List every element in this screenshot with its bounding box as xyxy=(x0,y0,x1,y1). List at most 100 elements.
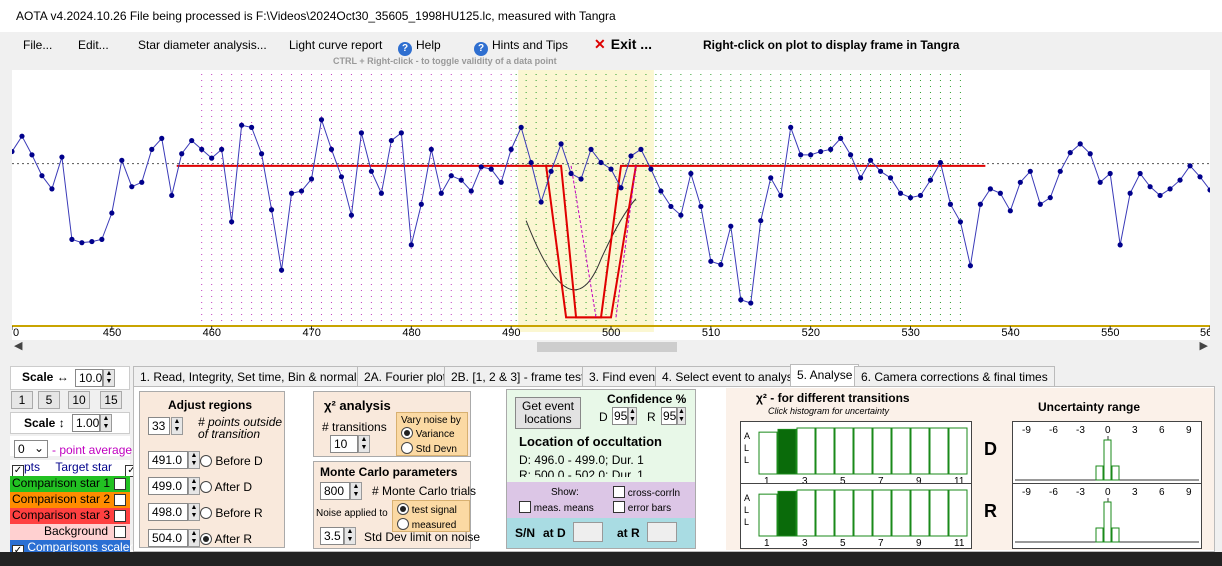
test-signal-option[interactable]: test signal xyxy=(397,503,457,516)
scale-button-5[interactable]: 5 xyxy=(38,391,60,409)
data-point xyxy=(688,170,694,177)
comparison-star-1-checkbox[interactable] xyxy=(114,478,126,490)
menu-help-label: Help xyxy=(416,38,441,52)
data-point xyxy=(229,219,235,225)
scroll-left-icon[interactable]: ◀ xyxy=(14,340,23,352)
transitions-input[interactable]: 10 xyxy=(330,435,358,453)
comparison-star-3-checkbox[interactable] xyxy=(114,510,126,522)
before-r-spinner[interactable]: ▲ ▼ xyxy=(188,503,200,521)
tab-bar: 1. Read, Integrity, Set time, Bin & norm… xyxy=(133,364,1055,386)
menu-help[interactable]: ? Help xyxy=(398,38,441,56)
after-d-input[interactable]: 499.0 xyxy=(148,477,188,495)
before-r-input[interactable]: 498.0 xyxy=(148,503,188,521)
light-curve-plot[interactable]: 0 450 460 470 480 490 500 510 520 530 540 550 56 xyxy=(12,70,1210,340)
monte-carlo-trials-input[interactable]: 800 xyxy=(320,482,350,500)
before-d-radio[interactable] xyxy=(200,455,212,467)
after-r-spinner[interactable]: ▲ ▼ xyxy=(188,529,200,547)
chi2-histogram-r[interactable]: A L L 1 3 5 7 9 11 xyxy=(740,483,972,549)
variance-radio[interactable] xyxy=(401,427,413,439)
after-r-option[interactable]: After R xyxy=(200,532,252,546)
after-d-option[interactable]: After D xyxy=(200,480,252,494)
tab-read-integrity[interactable]: 1. Read, Integrity, Set time, Bin & norm… xyxy=(133,366,379,386)
scale-v-input[interactable]: 1.00 xyxy=(72,414,100,432)
light-curve-svg[interactable]: 0 450 460 470 480 490 500 510 520 530 540 550 56 xyxy=(12,70,1210,340)
uncertainty-chart-r[interactable]: -9 -6 -3 0 3 6 9 xyxy=(1012,483,1202,549)
transitions-spinner[interactable]: ▲ ▼ xyxy=(358,435,370,453)
measured-radio[interactable] xyxy=(397,518,409,530)
std-limit-input[interactable]: 3.5 xyxy=(320,527,344,545)
tab-fourier-plot[interactable]: 2A. Fourier plot xyxy=(357,366,454,386)
measured-option[interactable]: measured xyxy=(397,518,456,531)
get-event-locations-button[interactable]: Get event locations xyxy=(515,397,581,429)
menu-star-diameter[interactable]: Star diameter analysis... xyxy=(138,38,267,52)
menu-light-curve-report[interactable]: Light curve report xyxy=(289,38,383,52)
menu-file[interactable]: File... xyxy=(23,38,53,52)
before-d-option[interactable]: Before D xyxy=(200,454,263,468)
error-bars-checkbox[interactable] xyxy=(613,501,625,513)
cross-corr-checkbox[interactable] xyxy=(613,486,625,498)
data-point xyxy=(19,133,25,139)
point-average-select[interactable]: 0 ⌄ xyxy=(14,440,48,458)
adjust-regions-title: Adjust regions xyxy=(168,398,253,412)
after-d-radio[interactable] xyxy=(200,481,212,493)
confidence-r-input[interactable]: 95 xyxy=(661,407,677,425)
before-d-input[interactable]: 491.0 xyxy=(148,451,188,469)
tab-select-event[interactable]: 4. Select event to analyse xyxy=(655,366,807,386)
monte-carlo-trials-spinner[interactable]: ▲ ▼ xyxy=(350,482,362,500)
data-point xyxy=(1067,150,1073,156)
std-devn-option[interactable]: Std Devn xyxy=(401,442,457,455)
after-r-radio[interactable] xyxy=(200,533,212,545)
comparison-star-2-row: Comparison star 2 xyxy=(10,492,130,508)
meas-means-checkbox[interactable] xyxy=(519,501,531,513)
data-point xyxy=(119,157,125,163)
before-r-option[interactable]: Before R xyxy=(200,506,263,520)
test-signal-radio[interactable] xyxy=(397,503,409,515)
before-r-radio[interactable] xyxy=(200,507,212,519)
menu-edit[interactable]: Edit... xyxy=(78,38,109,52)
data-point xyxy=(897,190,904,196)
std-limit-spinner[interactable]: ▲ ▼ xyxy=(344,527,356,545)
confidence-r-spinner[interactable]: ▲ ▼ xyxy=(677,407,686,425)
comparison-star-2-checkbox[interactable] xyxy=(114,494,126,506)
tab-find-events[interactable]: 3. Find events xyxy=(582,366,672,386)
data-point xyxy=(1047,195,1053,201)
menu-exit[interactable]: ✕ Exit ... xyxy=(594,36,652,53)
data-point xyxy=(1077,141,1083,147)
scale-v-spinner[interactable]: ▲ ▼ xyxy=(100,414,112,432)
confidence-d-input[interactable]: 95 xyxy=(612,407,628,425)
scale-h-spinner[interactable]: ▲ ▼ xyxy=(103,369,115,387)
plot-horizontal-scrollbar[interactable]: ◀ ▶ xyxy=(12,340,1210,354)
points-outside-spinner[interactable]: ▲ ▼ xyxy=(171,417,183,435)
comparison-star-3-label: Comparison star 3 xyxy=(12,508,111,522)
variance-option[interactable]: Variance xyxy=(401,427,455,440)
scroll-right-icon[interactable]: ▶ xyxy=(1199,340,1208,352)
points-outside-input[interactable]: 33 xyxy=(148,417,170,435)
scale-button-15[interactable]: 15 xyxy=(100,391,122,409)
meas-means-option[interactable]: meas. means xyxy=(519,501,594,514)
cross-corr-option[interactable]: cross-corrln xyxy=(613,486,680,499)
tab-frame-test[interactable]: 2B. [1, 2 & 3] - frame test xyxy=(444,366,592,386)
uncertainty-chart-d[interactable]: -9 -6 -3 0 3 6 9 xyxy=(1012,421,1202,487)
scale-button-10[interactable]: 10 xyxy=(68,391,90,409)
after-d-spinner[interactable]: ▲ ▼ xyxy=(188,477,200,495)
scroll-thumb[interactable] xyxy=(537,342,677,352)
after-r-input[interactable]: 504.0 xyxy=(148,529,188,547)
tab-analyse[interactable]: 5. Analyse xyxy=(790,364,860,386)
tab-camera-corrections[interactable]: 6. Camera corrections & final times xyxy=(854,366,1055,386)
menu-hints[interactable]: ? Hints and Tips xyxy=(474,38,568,56)
scale-button-1[interactable]: 1 xyxy=(11,391,33,409)
histogram-label: 1 xyxy=(764,476,770,486)
scale-h-input[interactable]: 10.0 xyxy=(75,369,103,387)
background-checkbox[interactable] xyxy=(114,526,126,538)
data-point xyxy=(179,151,185,157)
data-point xyxy=(39,173,45,179)
std-devn-radio[interactable] xyxy=(401,442,413,454)
before-d-spinner[interactable]: ▲ ▼ xyxy=(188,451,200,469)
data-point xyxy=(408,242,414,248)
location-group: Get event locations Confidence % D 95 ▲ ▼… xyxy=(506,389,696,549)
error-bars-option[interactable]: error bars xyxy=(613,501,671,514)
confidence-d-spinner[interactable]: ▲ ▼ xyxy=(628,407,637,425)
chi2-histogram-d[interactable]: A L L 1 3 5 7 9 11 xyxy=(740,421,972,487)
